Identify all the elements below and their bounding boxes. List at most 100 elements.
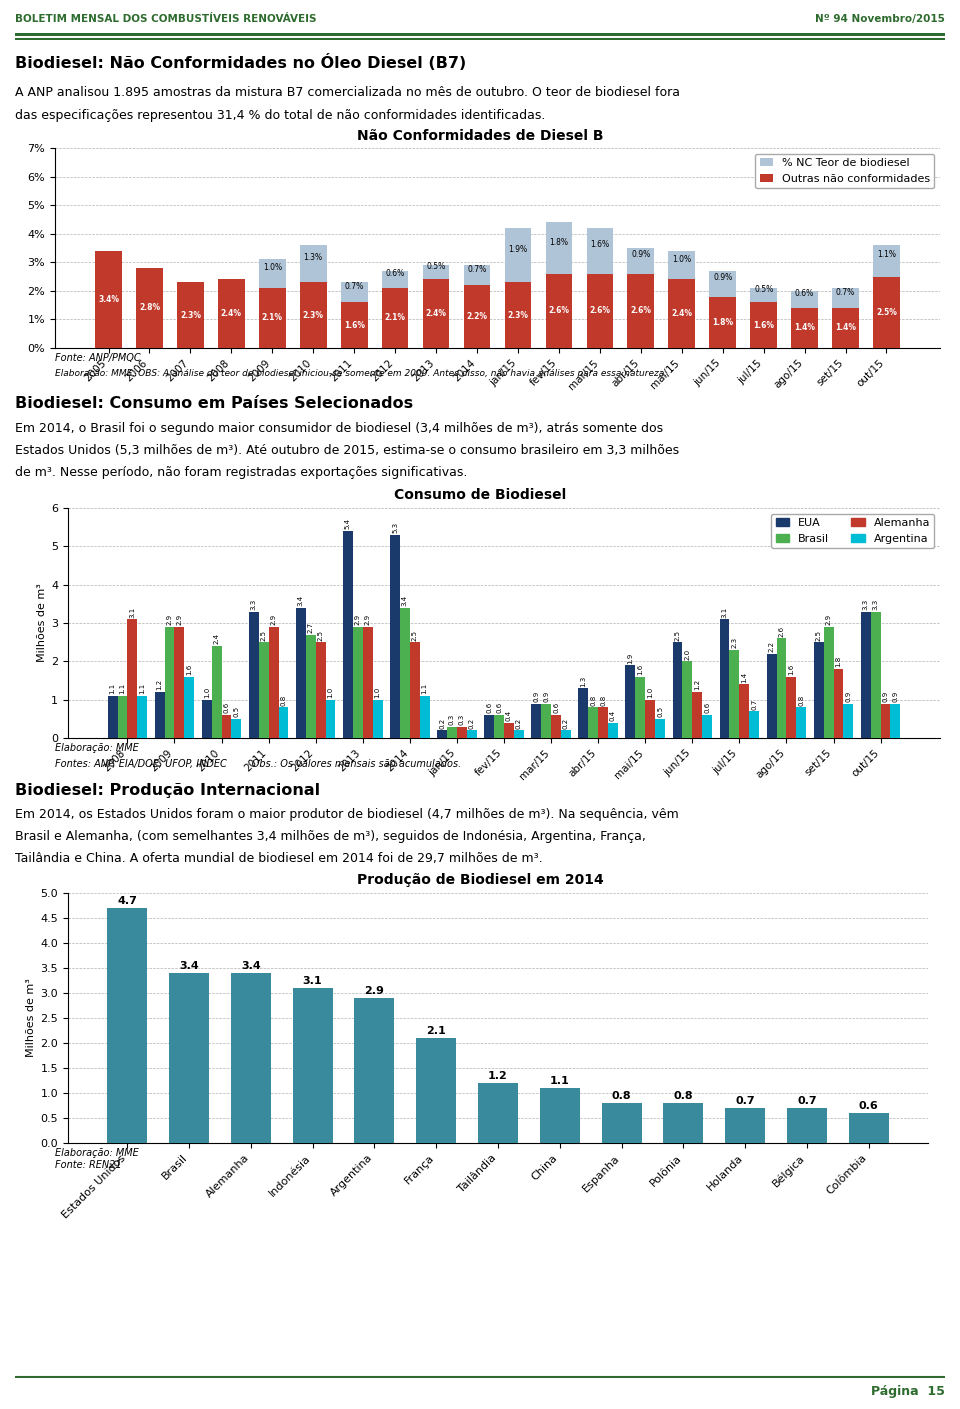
Bar [844, 703, 853, 738]
Bar [541, 703, 551, 738]
Bar [791, 309, 818, 348]
Text: 3.1: 3.1 [302, 976, 323, 986]
Text: Biodiesel: Não Conformidades no Óleo Diesel (B7): Biodiesel: Não Conformidades no Óleo Die… [15, 54, 467, 70]
Bar [505, 282, 531, 348]
Bar [561, 730, 571, 738]
Bar [484, 714, 494, 738]
Text: 0.2: 0.2 [516, 717, 522, 728]
Text: 1.6: 1.6 [637, 664, 643, 675]
Text: 1.1: 1.1 [119, 683, 126, 695]
Bar [751, 303, 777, 348]
Bar [663, 1103, 704, 1143]
Text: 0.7: 0.7 [797, 1096, 817, 1106]
Bar [382, 271, 408, 287]
Bar [175, 627, 184, 738]
Bar [786, 676, 797, 738]
Text: 0.6: 0.6 [224, 702, 229, 713]
Text: 1.0: 1.0 [647, 686, 653, 697]
Bar [791, 290, 818, 309]
Text: 2.9: 2.9 [826, 614, 831, 626]
Text: 1.6%: 1.6% [590, 241, 610, 249]
Bar [300, 282, 326, 348]
Text: 3.3: 3.3 [251, 599, 257, 610]
Text: 1.0: 1.0 [327, 686, 333, 697]
Bar [787, 1107, 828, 1143]
Bar [720, 619, 730, 738]
Text: de m³. Nesse período, não foram registradas exportações significativas.: de m³. Nesse período, não foram registra… [15, 466, 468, 479]
Text: 2.5: 2.5 [412, 630, 418, 641]
Text: Página  15: Página 15 [871, 1385, 945, 1398]
Bar [626, 665, 636, 738]
Text: Estados Unidos (5,3 milhões de m³). Até outubro de 2015, estima-se o consumo bra: Estados Unidos (5,3 milhões de m³). Até … [15, 444, 679, 457]
Text: 0.8: 0.8 [590, 695, 596, 706]
Text: 2.9: 2.9 [166, 614, 173, 626]
Text: 1.8%: 1.8% [549, 238, 568, 247]
Bar [372, 700, 382, 738]
Bar [300, 245, 326, 282]
Bar [673, 643, 683, 738]
Text: 1.9%: 1.9% [509, 245, 528, 254]
Bar [341, 282, 368, 303]
Text: 0.8: 0.8 [674, 1091, 693, 1100]
Bar [259, 287, 286, 348]
Bar [531, 703, 541, 738]
Bar [514, 730, 524, 738]
Bar [136, 268, 163, 348]
Bar [422, 279, 449, 348]
Bar [494, 714, 504, 738]
Text: 0.4: 0.4 [506, 710, 512, 721]
Text: 2.5: 2.5 [816, 630, 822, 641]
Text: Em 2014, os Estados Unidos foram o maior produtor de biodiesel (4,7 milhões de m: Em 2014, os Estados Unidos foram o maior… [15, 807, 679, 821]
Text: 0.6: 0.6 [859, 1100, 878, 1112]
Bar [668, 279, 695, 348]
Bar [457, 727, 467, 738]
Text: 0.2: 0.2 [439, 717, 445, 728]
Bar [137, 696, 147, 738]
Text: 3.4: 3.4 [298, 595, 304, 606]
Text: 1.8%: 1.8% [712, 318, 733, 327]
Bar [636, 676, 645, 738]
Text: 0.6%: 0.6% [795, 289, 814, 297]
Bar [353, 627, 363, 738]
Text: 0.6: 0.6 [496, 702, 502, 713]
Text: 2.5: 2.5 [675, 630, 681, 641]
Text: 2.3%: 2.3% [508, 310, 528, 320]
Text: 1.3: 1.3 [580, 675, 587, 686]
Bar [184, 676, 194, 738]
Text: 0.5%: 0.5% [754, 285, 773, 293]
Text: 0.6%: 0.6% [386, 269, 405, 278]
Bar [177, 282, 204, 348]
Text: 2.0: 2.0 [684, 648, 690, 659]
Text: 3.4: 3.4 [241, 961, 261, 971]
Bar [683, 661, 692, 738]
Bar [545, 273, 572, 348]
Bar [341, 303, 368, 348]
Bar [874, 276, 900, 348]
Text: 1.6: 1.6 [186, 664, 192, 675]
Text: 2.2%: 2.2% [467, 311, 488, 321]
Text: 0.8: 0.8 [799, 695, 804, 706]
Bar [725, 1107, 765, 1143]
Text: 0.8: 0.8 [600, 695, 606, 706]
Text: 1.2: 1.2 [694, 679, 700, 690]
Text: 0.9: 0.9 [893, 690, 899, 702]
Text: Elaboração: MME. OBS: A análise do teor de biodiesel iniciou-se somente em 2009.: Elaboração: MME. OBS: A análise do teor … [55, 369, 667, 378]
Bar [211, 645, 222, 738]
Text: 3.4%: 3.4% [98, 294, 119, 304]
Text: A ANP analisou 1.895 amostras da mistura B7 comercializada no mês de outubro. O : A ANP analisou 1.895 amostras da mistura… [15, 86, 680, 99]
Text: 0.7: 0.7 [751, 699, 757, 710]
Bar [293, 988, 333, 1143]
Text: 1.4: 1.4 [741, 672, 747, 683]
Bar [278, 707, 288, 738]
Text: 0.2: 0.2 [563, 717, 569, 728]
Bar [218, 279, 245, 348]
Text: 1.6%: 1.6% [344, 321, 365, 330]
Text: 2.9: 2.9 [177, 614, 182, 626]
Text: 0.6: 0.6 [486, 702, 492, 713]
Text: 3.4: 3.4 [402, 595, 408, 606]
Bar [598, 707, 608, 738]
Text: 1.8: 1.8 [835, 657, 842, 668]
Bar [587, 228, 613, 273]
Text: Brasil e Alemanha, (com semelhantes 3,4 milhões de m³), seguidos de Indonésia, A: Brasil e Alemanha, (com semelhantes 3,4 … [15, 830, 646, 843]
Bar [230, 974, 271, 1143]
